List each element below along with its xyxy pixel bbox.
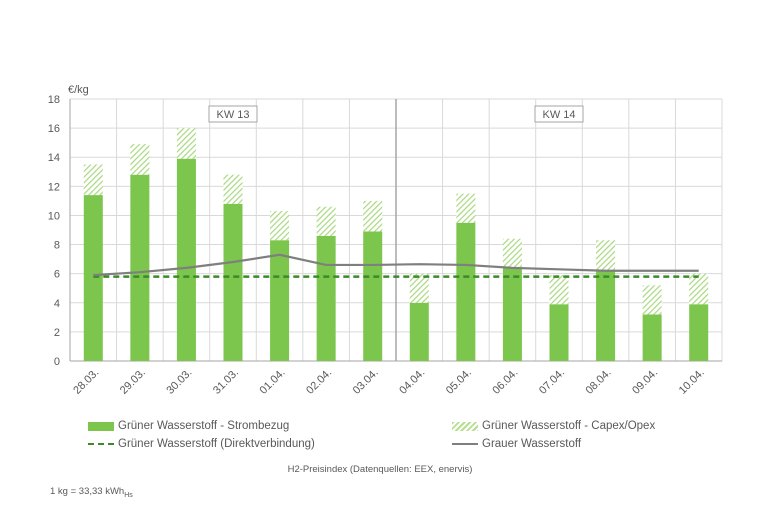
- x-tick-label: 05.04.: [444, 367, 474, 397]
- x-tick-label: 06.04.: [490, 367, 520, 397]
- x-tick-label: 08.04.: [584, 367, 614, 397]
- x-tick-label: 31.03.: [211, 367, 241, 397]
- bar-strombezug: [83, 195, 103, 361]
- bar-strombezug: [502, 267, 522, 361]
- bar-capex-opex: [409, 273, 429, 303]
- bar-capex-opex: [270, 211, 290, 241]
- y-axis-label: €/kg: [68, 84, 89, 96]
- bar-strombezug: [363, 231, 383, 361]
- bar-strombezug: [223, 203, 243, 361]
- line-grauer-wasserstoff: [93, 253, 699, 277]
- bar-strombezug: [130, 174, 150, 361]
- legend-label-strombezug: Grüner Wasserstoff - Strombezug: [118, 420, 290, 432]
- footnote-main: 1 kg = 33,33 kWh: [50, 486, 125, 497]
- y-tick-label: 6: [54, 269, 60, 281]
- bar-capex-opex: [316, 206, 336, 236]
- y-tick-label: 0: [54, 356, 60, 368]
- x-tick-label: 03.04.: [351, 367, 381, 397]
- legend-swatch-strombezug: [88, 421, 114, 431]
- legend-item-capex: Grüner Wasserstoff - Capex/Opex: [452, 420, 655, 432]
- week-label-box: [534, 105, 584, 123]
- bar-strombezug: [176, 158, 196, 361]
- legend-label-direkt: Grüner Wasserstoff (Direktverbindung): [118, 438, 315, 450]
- bar-capex-opex: [223, 174, 243, 204]
- y-tick-label: 4: [54, 298, 60, 310]
- x-tick-label: 02.04.: [304, 367, 334, 397]
- bar-strombezug: [596, 270, 616, 361]
- bar-capex-opex: [456, 193, 476, 223]
- bar-capex-opex: [502, 238, 522, 268]
- bar-capex-opex: [642, 285, 662, 315]
- week-label: KW 13: [216, 109, 249, 121]
- x-tick-label: 09.04.: [630, 367, 660, 397]
- bar-strombezug: [316, 235, 336, 361]
- legend-swatch-capex: [452, 421, 478, 431]
- bar-capex-opex: [596, 240, 616, 271]
- legend-label-grau: Grauer Wasserstoff: [482, 438, 582, 450]
- x-tick-label: 07.04.: [537, 367, 567, 397]
- y-tick-label: 10: [48, 210, 60, 222]
- bar-strombezug: [689, 304, 709, 361]
- bar-capex-opex: [176, 128, 196, 159]
- legend-item-strombezug: Grüner Wasserstoff - Strombezug: [88, 420, 289, 432]
- bar-strombezug: [270, 240, 290, 361]
- y-tick-label: 16: [48, 123, 60, 135]
- bar-capex-opex: [363, 200, 383, 232]
- y-tick-label: 12: [48, 181, 60, 193]
- x-tick-label: 30.03.: [164, 367, 194, 397]
- bar-strombezug: [549, 304, 569, 361]
- x-tick-label: 01.04.: [258, 367, 288, 397]
- bar-capex-opex: [689, 273, 709, 305]
- week-label: KW 14: [542, 109, 575, 121]
- footnote: 1 kg = 33,33 kWhHs: [50, 486, 133, 499]
- legend-item-direkt: Grüner Wasserstoff (Direktverbindung): [88, 438, 315, 450]
- y-tick-label: 18: [48, 94, 60, 106]
- legend-swatch-grau: [452, 443, 478, 445]
- bar-capex-opex: [83, 164, 103, 196]
- bar-strombezug: [456, 222, 476, 361]
- y-tick-label: 14: [48, 152, 60, 164]
- x-tick-label: 10.04.: [677, 367, 707, 397]
- legend-label-capex: Grüner Wasserstoff - Capex/Opex: [482, 420, 656, 432]
- footnote-sub: Hs: [124, 491, 133, 499]
- y-tick-label: 8: [54, 240, 60, 252]
- y-tick-label: 2: [54, 327, 60, 339]
- chart-caption: H2-Preisindex (Datenquellen: EEX, enervi…: [287, 464, 473, 475]
- bar-strombezug: [642, 314, 662, 361]
- bar-capex-opex: [549, 275, 569, 305]
- x-tick-label: 29.03.: [118, 367, 148, 397]
- x-tick-label: 04.04.: [397, 367, 427, 397]
- x-tick-label: 28.03.: [71, 367, 101, 397]
- week-label-box: [208, 105, 258, 123]
- legend-item-grau: Grauer Wasserstoff: [452, 438, 581, 450]
- bar-strombezug: [409, 302, 429, 361]
- bar-capex-opex: [130, 144, 150, 175]
- legend-swatch-direkt: [88, 443, 114, 445]
